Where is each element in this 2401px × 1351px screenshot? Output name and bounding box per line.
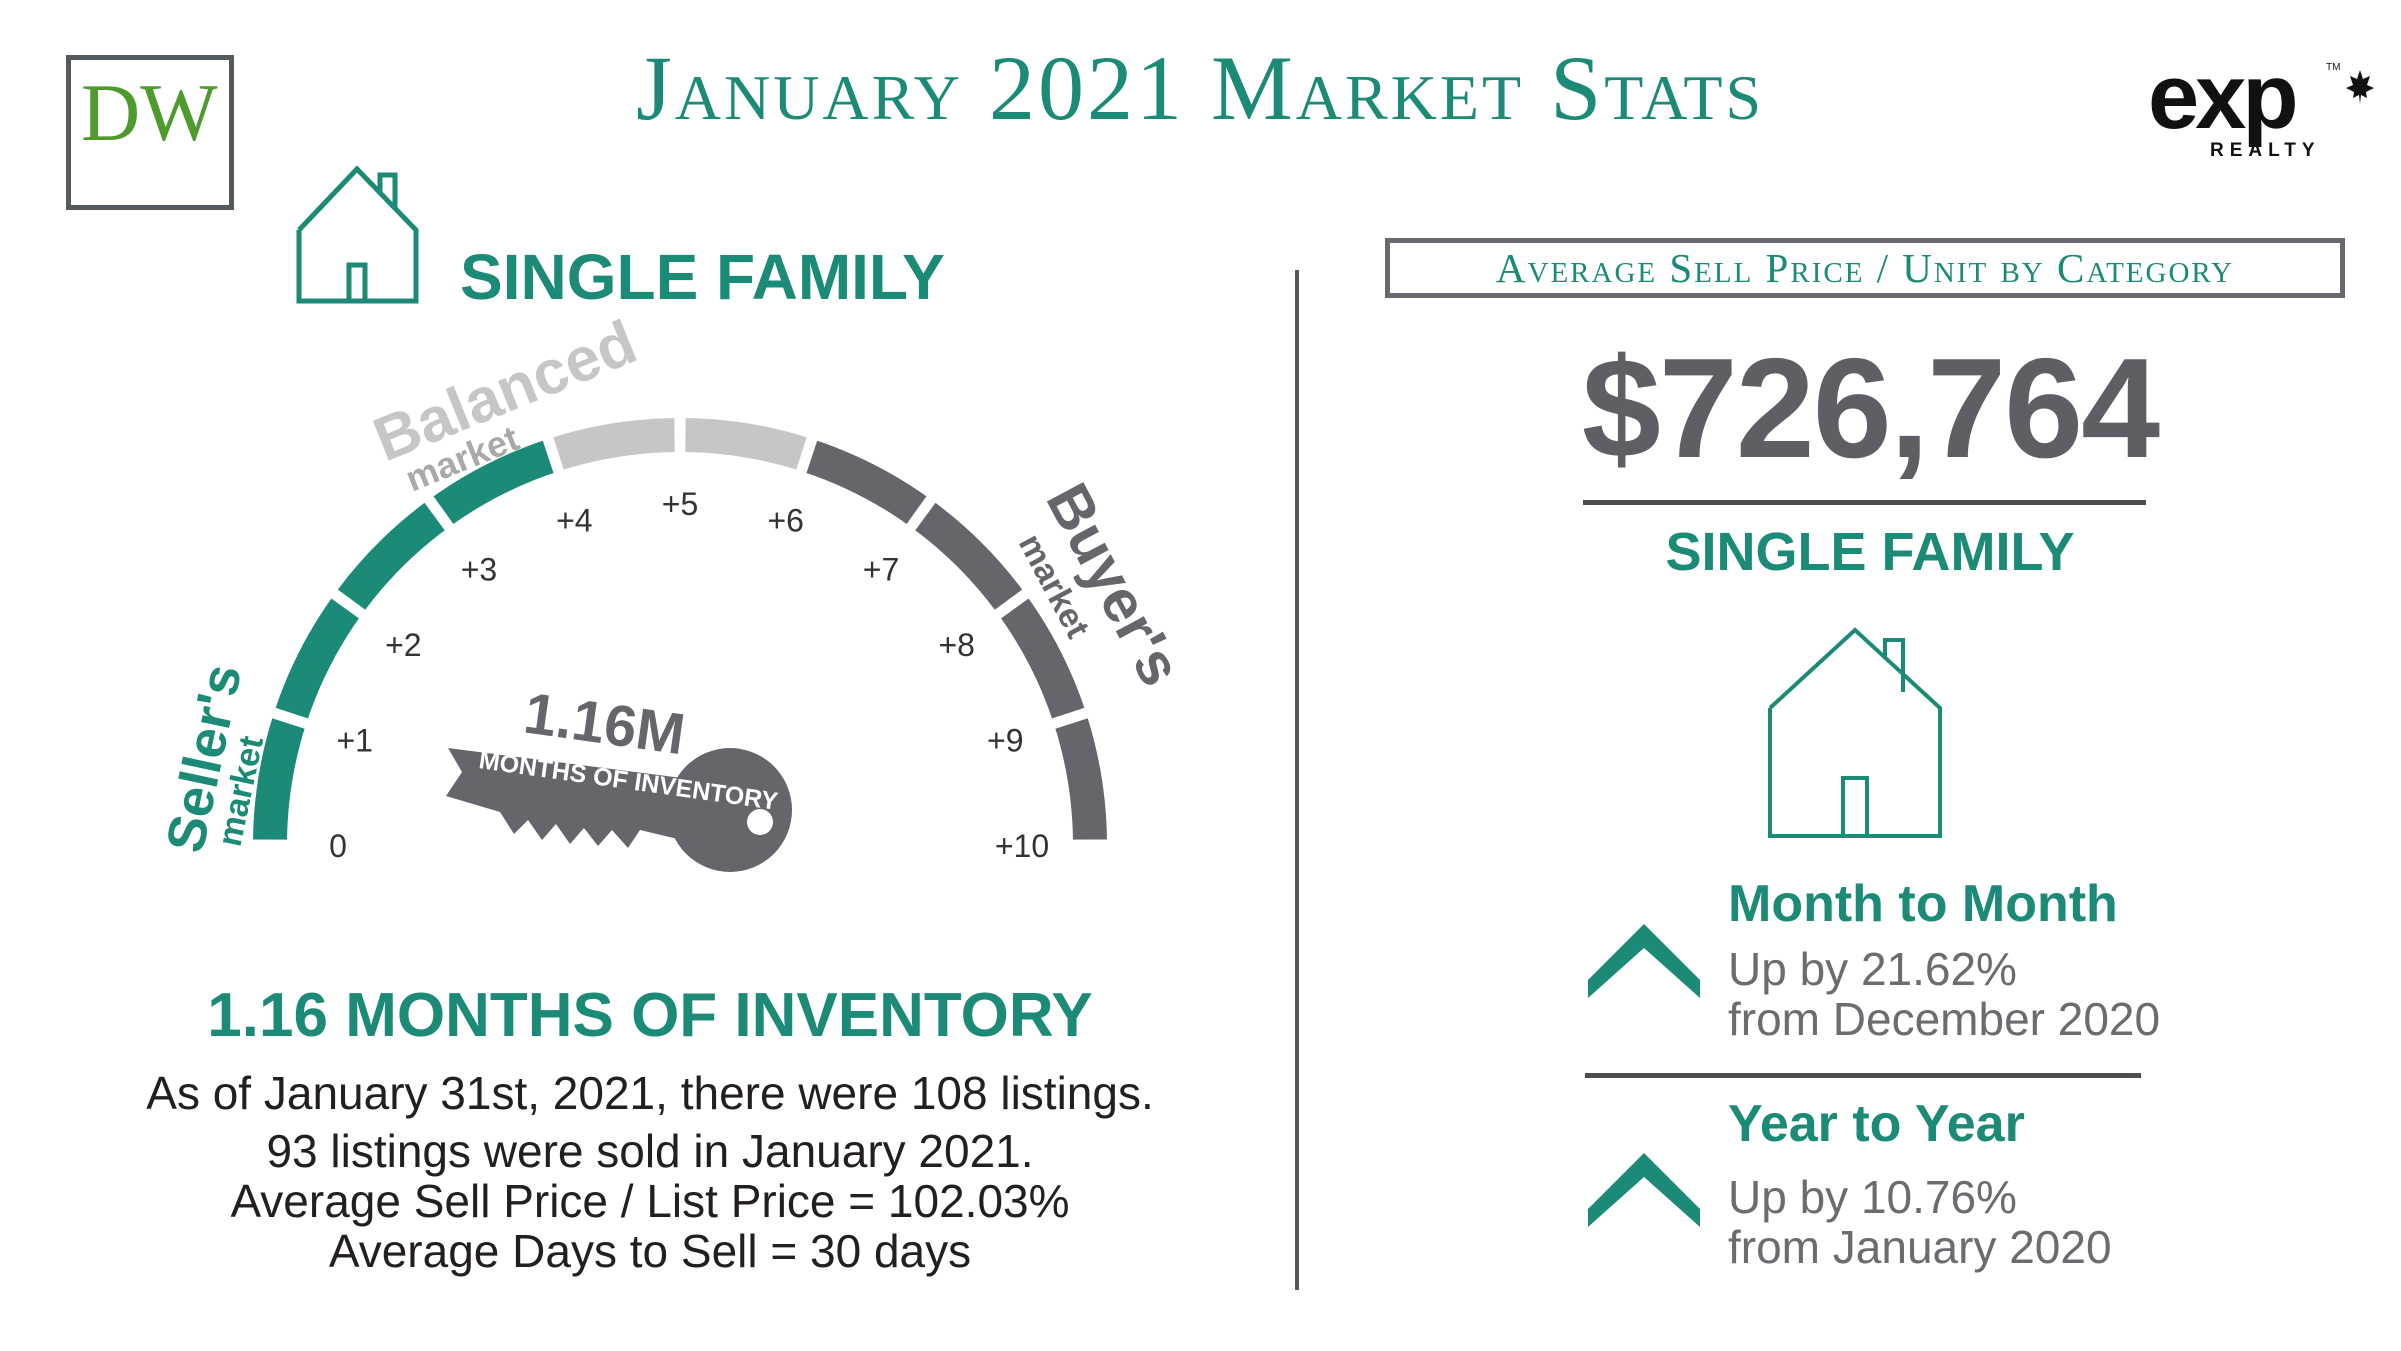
up-arrow-icon	[1588, 1153, 1700, 1227]
exp-logo-text: exp	[2148, 52, 2295, 148]
category-box-label: Average Sell Price / Unit by Category	[1495, 245, 2235, 291]
gauge-segments	[246, 411, 1114, 846]
inventory-line-days-to-sell: Average Days to Sell = 30 days	[328, 1225, 972, 1277]
exp-realty-logo: exp REALTY TM	[2140, 46, 2380, 162]
inventory-line-sell-list-ratio: Average Sell Price / List Price = 102.03…	[230, 1175, 1070, 1227]
inventory-line-listings: As of January 31st, 2021, there were 108…	[146, 1067, 1154, 1119]
gauge-tick-label: +5	[662, 486, 698, 522]
gauge-segment	[545, 411, 681, 478]
gauge-tick-label: +7	[863, 551, 899, 587]
page-title: January 2021 Market Stats	[635, 37, 1765, 139]
dw-logo: DW	[66, 55, 234, 210]
month-to-month-reference: from December 2020	[1728, 993, 2161, 1045]
price-divider	[1583, 500, 2146, 505]
gauge-segment	[1047, 710, 1114, 846]
gauge-segment	[425, 433, 562, 533]
gauge-tick-label: +2	[385, 627, 421, 663]
house-icon	[296, 165, 419, 304]
gauge-tick-label: +8	[938, 627, 974, 663]
gauge-segment	[992, 590, 1092, 727]
gauge-tick-label: +4	[556, 503, 592, 539]
gauge-tick-label: +9	[987, 722, 1023, 758]
category-box: Average Sell Price / Unit by Category	[1385, 238, 2345, 298]
month-to-month-title: Month to Month	[1728, 875, 2118, 933]
year-to-year-reference: from January 2020	[1728, 1221, 2112, 1273]
gauge-tick-label: +1	[336, 722, 372, 758]
dw-logo-text: DW	[81, 67, 218, 158]
gauge-segment	[329, 494, 454, 619]
inventory-gauge: 0+1+2+3+4 +5 +6+7+8+9+10 Seller's market B…	[155, 308, 1195, 872]
inventory-line-sold: 93 listings were sold in January 2021.	[266, 1125, 1034, 1177]
inventory-heading: 1.16 MONTHS OF INVENTORY	[207, 981, 1093, 1050]
gauge-tick-label: 0	[329, 828, 347, 864]
gauge-segment	[268, 590, 368, 727]
house-large-icon	[1768, 627, 1942, 838]
gauge-tick-label: +6	[767, 503, 803, 539]
gauge-tick-label: +3	[461, 551, 497, 587]
gauge-ticks: 0 +1 +2 +3 +4 +5 +6 +7 +8 +9 +10	[329, 486, 1049, 864]
gauge-segment	[246, 710, 313, 846]
up-arrow-icon	[1588, 924, 1700, 998]
dw-monogram-icon: DW	[81, 67, 218, 158]
trademark-text: TM	[2326, 62, 2340, 73]
gauge-segment	[679, 411, 815, 478]
year-to-year-change: Up by 10.76%	[1728, 1171, 2017, 1223]
single-family-heading: SINGLE FAMILY	[460, 241, 945, 313]
stats-divider	[1585, 1073, 2141, 1078]
realty-logo-text: REALTY	[2210, 140, 2321, 161]
year-to-year-title: Year to Year	[1728, 1095, 2025, 1153]
maple-leaf-icon	[2346, 70, 2374, 104]
gauge-segment	[798, 433, 935, 533]
average-price: $726,764	[1581, 329, 2160, 488]
key-icon	[446, 748, 792, 872]
category-label: SINGLE FAMILY	[1665, 522, 2075, 582]
month-to-month-change: Up by 21.62%	[1728, 943, 2017, 995]
vertical-divider	[1295, 270, 1299, 1290]
gauge-segment	[906, 494, 1031, 619]
gauge-tick-label: +10	[995, 828, 1049, 864]
